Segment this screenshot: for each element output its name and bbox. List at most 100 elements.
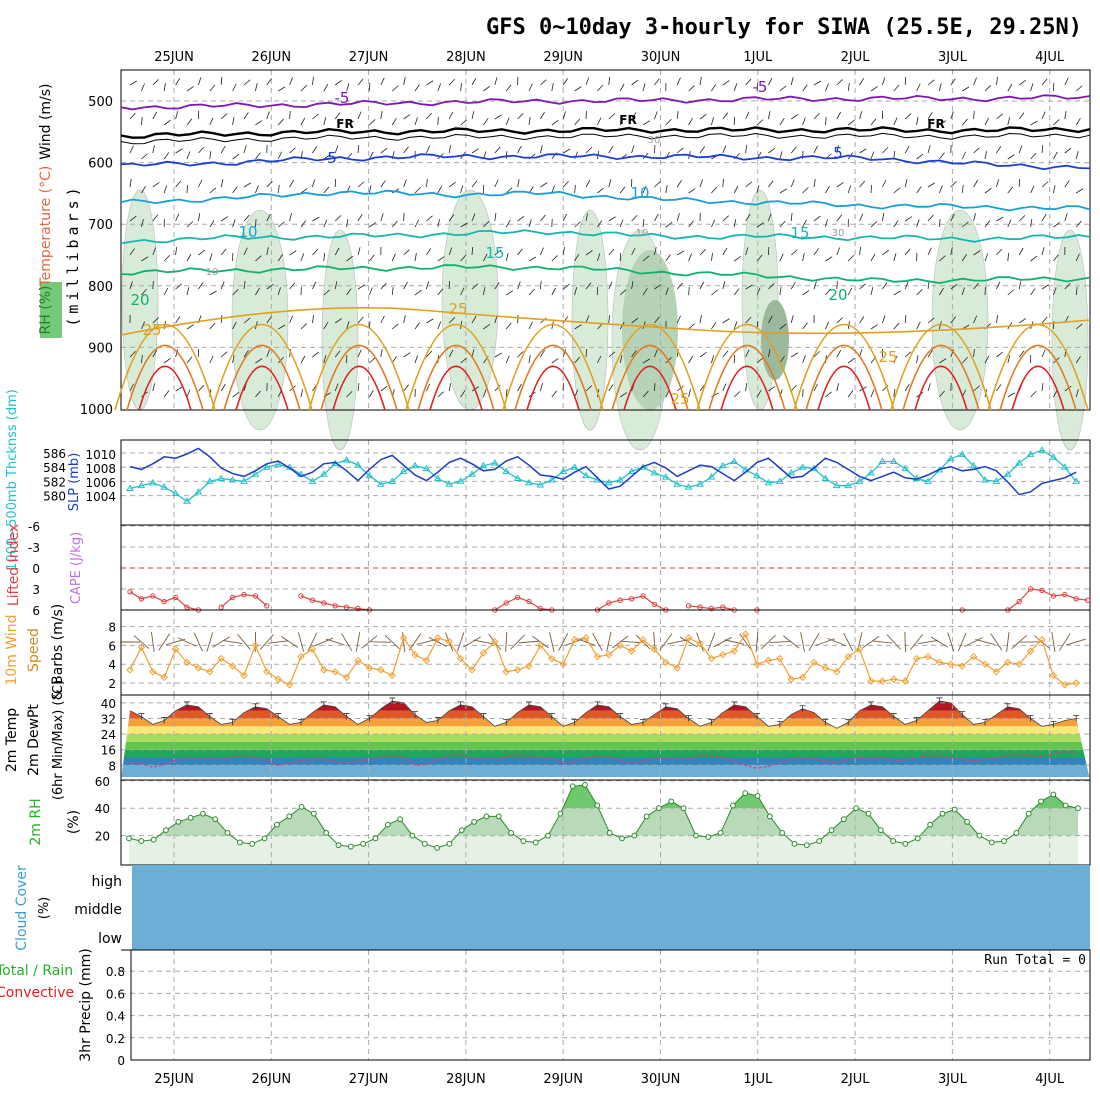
y-tick-label: 600 — [88, 157, 113, 172]
wind-barb — [1041, 349, 1046, 358]
temperature-band — [121, 702, 1090, 711]
wind-barb — [996, 113, 1003, 120]
rh-point — [483, 813, 490, 820]
y-tick-label: 1006 — [85, 476, 116, 490]
wind-barb — [916, 83, 921, 92]
wind-barb — [163, 357, 171, 364]
wind-barb — [1064, 385, 1072, 392]
rh-shade — [1051, 229, 1089, 451]
wind-barb — [175, 316, 181, 324]
wind-barb — [369, 151, 374, 160]
wind-barb — [551, 185, 555, 194]
wind-barb — [996, 281, 1001, 290]
precip-total-rain-text: Total / Rain — [0, 963, 73, 979]
wind-barb — [437, 83, 442, 92]
wind-barb — [175, 283, 182, 290]
wind-barb — [882, 77, 886, 86]
wind-speed-point — [1015, 660, 1023, 668]
wind-barb — [277, 151, 282, 160]
rh-shade — [622, 250, 678, 410]
wind-barb — [973, 110, 975, 120]
thickness-point — [844, 481, 853, 489]
x-tick-label-bottom: 4JUL — [1035, 1072, 1065, 1087]
wind-speed-point — [821, 664, 830, 672]
wind-barb — [768, 180, 774, 188]
rh-point — [545, 832, 551, 839]
wind-barb — [220, 216, 229, 222]
wind-barb — [403, 384, 409, 392]
wind-barb — [428, 637, 447, 647]
wind-barb — [220, 145, 226, 154]
wind-barb — [357, 78, 364, 86]
wind-barb — [825, 219, 828, 228]
rh-point — [865, 810, 872, 817]
wind-barb — [619, 117, 623, 126]
minmax-marker — [412, 711, 418, 718]
wind-barb — [574, 185, 576, 194]
wind-barb — [1064, 282, 1071, 290]
wind-barb — [996, 179, 1000, 188]
wind-barb — [565, 637, 585, 647]
wind-barb — [414, 84, 420, 92]
wind-barb — [471, 77, 477, 86]
thickness-point — [502, 467, 511, 474]
wind-barb — [904, 248, 911, 256]
y-tick-label: 8 — [108, 759, 116, 773]
wind-barb — [505, 150, 508, 160]
wind-barb — [904, 383, 910, 392]
wind-barb — [733, 321, 738, 330]
wind-barb — [1075, 253, 1080, 262]
wind-speed-point — [650, 645, 659, 653]
axis-label-part: 2m Temp — [4, 708, 20, 772]
wind-barb — [688, 323, 695, 330]
wind-speed-point — [217, 654, 225, 663]
isotherm-label: 10 — [630, 184, 649, 202]
y-tick-label: 3 — [32, 583, 40, 597]
wind-barb — [1075, 151, 1079, 160]
thickness-point — [730, 457, 739, 465]
wind-barb — [996, 351, 1003, 358]
rh-point — [1025, 810, 1032, 817]
wind-barb — [243, 281, 246, 290]
wind-barb — [608, 113, 616, 120]
wind-barb — [939, 287, 944, 296]
wind-speed-point — [548, 654, 556, 663]
wind-barb — [733, 219, 737, 228]
wind-barb — [369, 222, 377, 228]
thickness-point — [319, 470, 328, 477]
wind-barb — [384, 634, 400, 650]
y-tick-label: 4 — [108, 658, 116, 672]
wind-barb — [129, 112, 136, 120]
minmax-marker — [229, 719, 236, 726]
rh-point — [286, 813, 293, 820]
wind-barb — [186, 221, 194, 228]
wind-barb — [802, 290, 810, 296]
lifted-index-point — [503, 600, 509, 606]
wind-barb — [220, 248, 227, 256]
wind-barb — [346, 390, 353, 398]
thickness-point — [456, 477, 465, 484]
wind-barb — [802, 253, 805, 262]
wind-speed-point — [570, 636, 579, 644]
wind-barb — [961, 221, 969, 228]
wind-barb — [186, 86, 194, 92]
wind-barb — [460, 222, 468, 228]
wind-barb — [676, 111, 679, 120]
wind-barb — [642, 185, 647, 194]
wind-speed-point — [878, 677, 887, 685]
wind-barb — [414, 355, 418, 364]
thickness-point — [798, 463, 807, 470]
wind-barb — [255, 255, 262, 262]
thickness-point — [513, 474, 522, 482]
minmax-marker — [982, 719, 988, 726]
wind-barb — [779, 85, 787, 92]
wind-barb — [585, 147, 593, 154]
wind-barb — [870, 184, 872, 194]
wind-barb — [904, 179, 908, 188]
isotherm-label: 5 — [327, 149, 337, 167]
thickness-point — [148, 478, 157, 486]
wind-barb — [608, 146, 614, 154]
lifted-index-point — [537, 605, 544, 612]
wind-barb — [243, 317, 251, 324]
wind-speed-point — [342, 673, 351, 682]
